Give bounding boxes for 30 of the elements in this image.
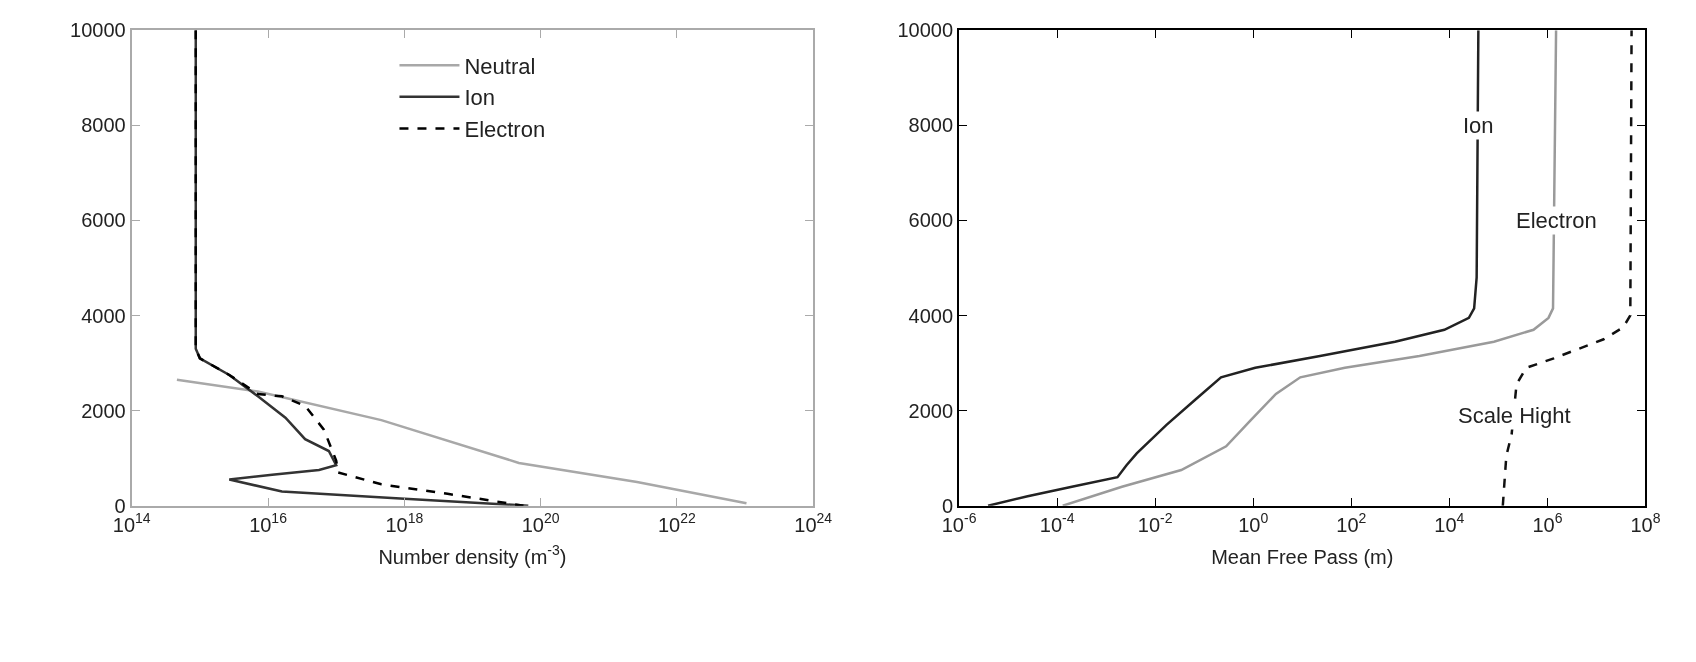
y-tick-label: 10000 [70,19,126,42]
legend-label: Neutral [464,53,536,79]
y-tick-label: 8000 [81,114,126,137]
x-tick-label: 10$^{-4}$ [1039,510,1075,536]
x-tick-label: 10$^{0}$ [1238,510,1269,536]
x-tick-label: 10$^{-2}$ [1137,510,1173,536]
legend-label: Electron [464,117,546,143]
x-tick-label: 10$^{22}$ [657,510,697,536]
y-tick-label: 4000 [908,304,954,327]
annotation: Electron [1516,208,1597,233]
y-tick-label: 6000 [908,209,954,232]
y-tick-label: 4000 [81,304,126,327]
x-tick-label: 10$^{20}$ [521,510,560,536]
x-tick-label: 10$^{16}$ [249,510,288,536]
x-tick-label: 10$^{6}$ [1532,510,1563,536]
x-tick-label: 10$^{24}$ [794,510,833,536]
y-tick-label: 2000 [81,399,126,422]
x-tick-label: 10$^{8}$ [1630,510,1661,536]
x-axis-title: Number density (m$^{-3}$) [378,542,567,568]
legend-label: Ion [464,85,496,111]
x-tick-label: 10$^{18}$ [385,510,424,536]
y-tick-label: 2000 [908,399,954,422]
x-axis-title: Mean Free Pass (m) [1211,545,1394,568]
annotation: Ion [1463,113,1494,138]
x-tick-label: 10$^{2}$ [1336,510,1367,536]
y-tick-label: 6000 [81,209,126,232]
annotation: Scale Hight [1458,403,1571,428]
x-tick-label: 10$^{4}$ [1434,510,1465,536]
y-tick-label: 8000 [908,114,954,137]
y-tick-label: 10000 [897,19,954,42]
